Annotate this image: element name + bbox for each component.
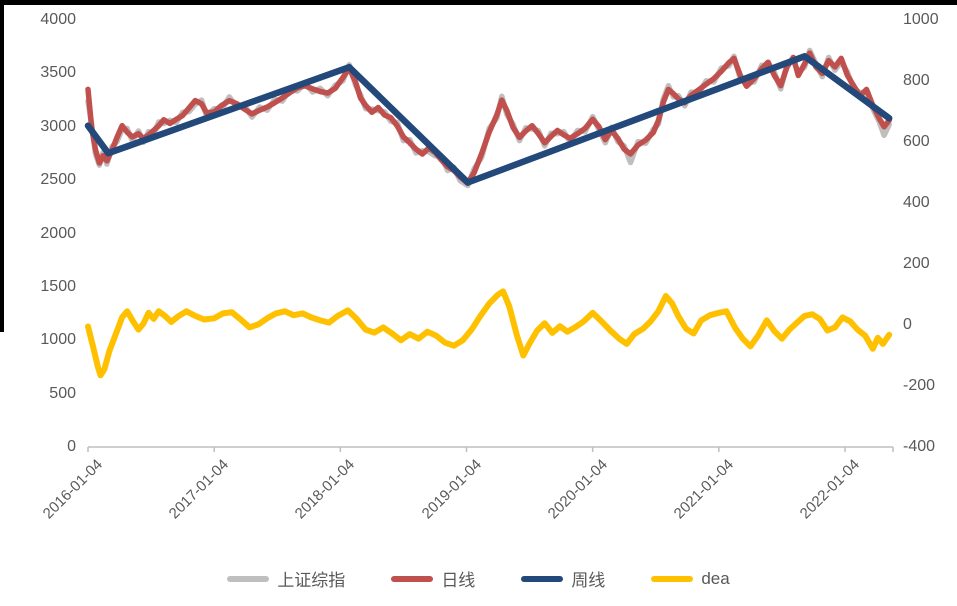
legend-label: 上证综指 (277, 571, 346, 590)
left-axis-tick-label: 2000 (40, 225, 76, 242)
left-axis-tick-label: 3500 (40, 64, 76, 81)
left-axis-tick-label: 3000 (40, 118, 76, 135)
legend-swatch-icon (227, 575, 270, 582)
right-axis-tick-label: 400 (903, 194, 930, 211)
left-axis-tick-label: 0 (67, 438, 76, 455)
top-border-strip (0, 0, 957, 5)
right-axis-tick-label: 600 (903, 133, 930, 150)
right-axis-tick-label: 0 (903, 316, 912, 333)
right-axis-tick-label: 1000 (903, 11, 939, 28)
legend: 上证综指 日线 周线 dea (0, 566, 957, 591)
legend-item-周线: 周线 (521, 566, 605, 591)
legend-swatch-icon (651, 575, 694, 582)
left-axis-tick-label: 500 (49, 385, 76, 402)
left-border-strip (0, 0, 4, 332)
right-axis-tick-label: -400 (903, 438, 936, 455)
left-axis-tick-label: 1000 (40, 331, 76, 348)
legend-item-dea: dea (651, 568, 730, 589)
series-line-周线 (84, 53, 893, 186)
left-axis-tick-label: 2500 (40, 171, 76, 188)
legend-label: 周线 (571, 571, 606, 590)
legend-label: dea (701, 568, 730, 588)
left-axis-tick-label: 1500 (40, 278, 76, 295)
legend-swatch-icon (391, 575, 434, 582)
series-line-dea (85, 288, 893, 379)
legend-label: 日线 (441, 571, 476, 590)
legend-item-日线: 日线 (391, 566, 475, 591)
right-axis-tick-label: -200 (903, 377, 936, 394)
right-axis-tick-label: 200 (903, 255, 930, 272)
right-axis-tick-label: 800 (903, 72, 930, 89)
legend-item-上证综指: 上证综指 (227, 566, 345, 591)
left-axis-tick-label: 4000 (40, 11, 76, 28)
legend-swatch-icon (521, 575, 564, 582)
